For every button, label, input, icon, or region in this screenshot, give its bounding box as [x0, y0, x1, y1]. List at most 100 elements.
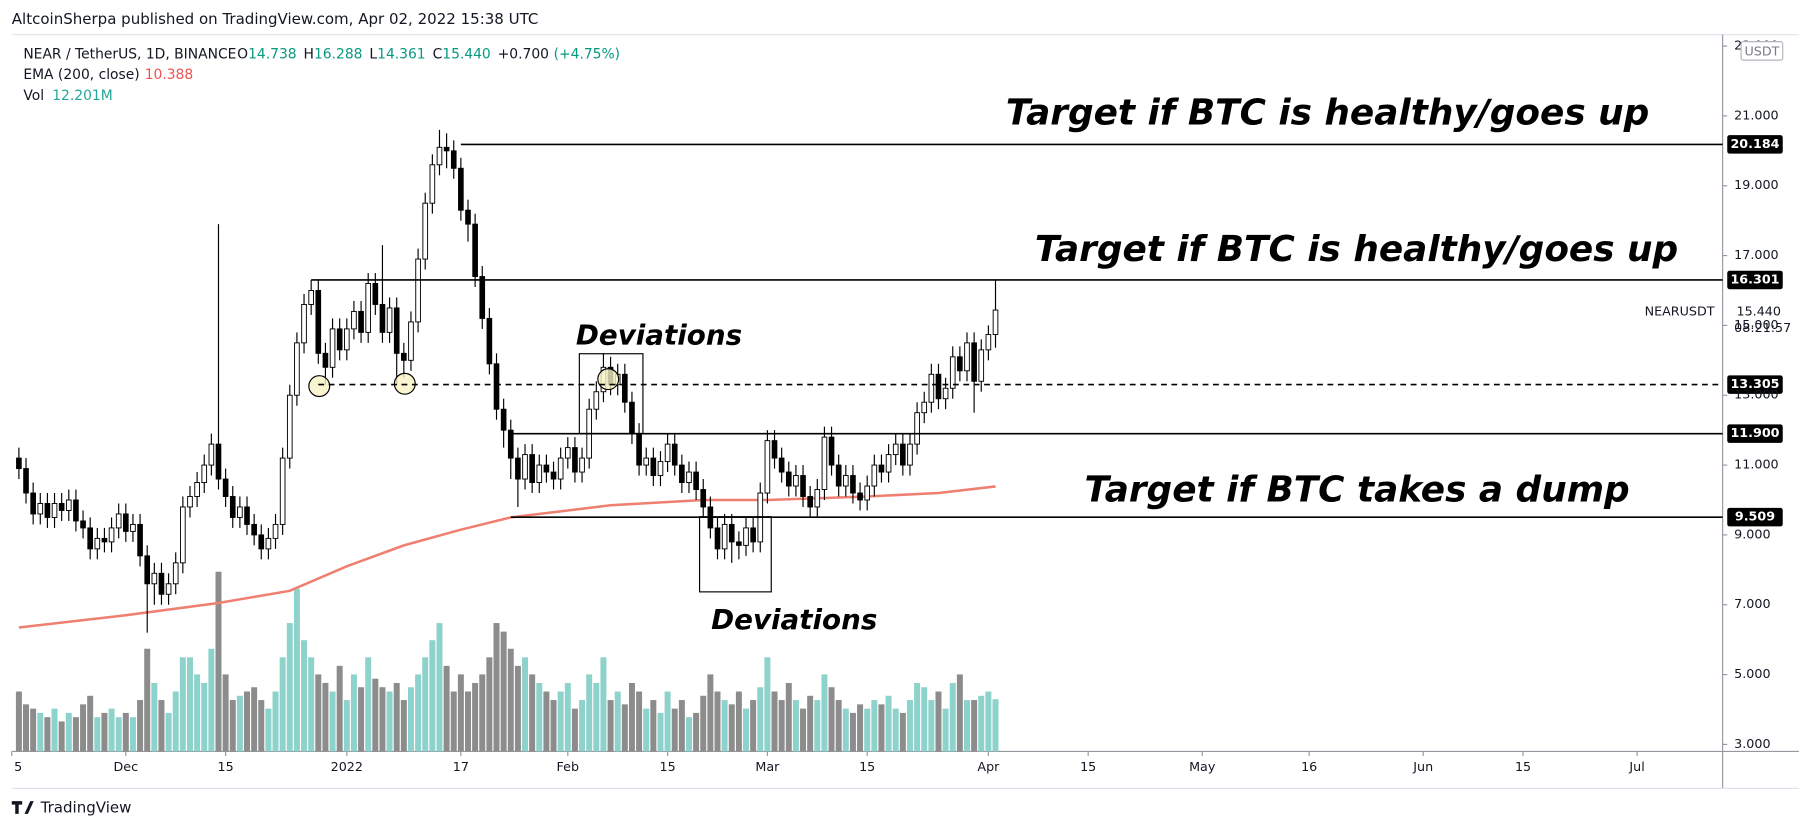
ema-legend-value: 10.388	[145, 67, 194, 83]
volume-bar	[251, 687, 258, 752]
y-tick-label: 5.000	[1734, 666, 1770, 681]
annotation: Target if BTC is healthy/goes up	[1006, 92, 1649, 133]
volume-bar	[814, 700, 821, 752]
volume-bar	[72, 717, 79, 752]
volume-bar	[664, 691, 671, 752]
volume-bar	[386, 691, 393, 752]
currency: USDT	[1744, 44, 1779, 59]
volume-bar	[628, 682, 635, 752]
candle-body	[579, 457, 585, 473]
candle-body	[294, 342, 300, 396]
candle-body	[486, 317, 493, 365]
volume-bar	[942, 708, 949, 752]
volume-bar	[764, 657, 771, 752]
candle-body	[679, 464, 685, 483]
candle-body	[301, 303, 307, 344]
ohlc-value: 14.361	[377, 46, 426, 62]
ohlc-value: 15.440	[442, 46, 491, 62]
volume-bar	[685, 717, 692, 752]
volume-bar	[657, 712, 664, 752]
candle-body	[864, 485, 871, 501]
candle-body	[30, 492, 36, 515]
volume-bar	[186, 657, 193, 752]
candle-body	[130, 523, 136, 532]
candle-body	[664, 443, 671, 463]
volume-bar	[928, 700, 935, 752]
candle-body	[365, 283, 372, 333]
volume-bar	[579, 700, 586, 752]
volume-bar	[315, 674, 322, 752]
candle-body	[222, 478, 229, 497]
volume-bar	[971, 700, 978, 752]
candle-body	[408, 321, 414, 361]
countdown: 08:21:57	[1734, 320, 1791, 335]
volume-bar	[921, 687, 928, 752]
candle-body	[379, 303, 386, 333]
volume-bar	[44, 717, 51, 752]
volume-bar	[194, 674, 201, 752]
volume-bar	[30, 708, 37, 752]
volume-bar	[614, 691, 621, 752]
candle-body	[165, 583, 172, 595]
y-tick-label: 15.000	[1734, 317, 1778, 332]
volume-bar	[122, 712, 129, 752]
level-label-box	[1727, 424, 1783, 443]
candle-body	[557, 457, 564, 480]
x-tick-label: 15	[660, 759, 676, 774]
annotation: Deviations	[711, 603, 877, 636]
x-tick-label: 16	[1301, 759, 1317, 774]
volume-bar	[457, 674, 464, 752]
volume-bar	[842, 708, 849, 752]
volume-bar	[828, 687, 835, 752]
volume-bar	[906, 700, 913, 752]
volume-bar	[465, 691, 471, 752]
volume-bar	[94, 717, 101, 752]
candle-body	[429, 164, 436, 204]
volume-bar	[693, 712, 700, 752]
candle-body	[172, 562, 179, 585]
volume-bar	[165, 712, 172, 752]
ohlc-key: C	[433, 46, 443, 62]
candle-body	[215, 443, 222, 480]
volume-bar	[244, 691, 251, 752]
candle-body	[693, 471, 699, 490]
ohlc-legend: O 14.738 H 16.288 L 14.361 C 15.440 +0.700 (+4.75…	[237, 46, 620, 62]
volume-bar	[201, 682, 208, 752]
volume-bar	[964, 700, 970, 752]
ohlc-key: H	[304, 46, 314, 62]
candle-body	[529, 454, 535, 483]
symbol-label: NEARUSDT	[1645, 304, 1715, 319]
candle-body	[564, 447, 571, 459]
volume-bar	[144, 648, 151, 752]
last-price: 15.440	[1737, 304, 1781, 319]
candle-body	[65, 499, 72, 511]
volume-bar	[771, 691, 778, 752]
y-tick-label: 21.000	[1734, 107, 1778, 122]
volume-bar	[429, 640, 436, 752]
candle-body	[58, 503, 65, 511]
candle-body	[728, 523, 735, 543]
y-tick-label: 11.000	[1734, 457, 1778, 472]
ohlc-value: 14.738	[248, 46, 297, 62]
candle-body	[336, 328, 343, 351]
candle-body	[892, 443, 899, 456]
candle-body	[543, 464, 550, 473]
candle-body	[493, 363, 500, 410]
candle-body	[515, 457, 521, 480]
volume-bar	[735, 691, 742, 752]
candle-body	[73, 499, 79, 522]
y-tick-label: 3.000	[1734, 736, 1770, 751]
volume-bar	[571, 708, 578, 752]
candle-body	[108, 527, 115, 543]
candle-body	[942, 387, 949, 400]
candle-body	[144, 555, 151, 585]
volume-bar	[308, 657, 315, 752]
candle-body	[44, 503, 51, 518]
candle-body	[500, 408, 507, 431]
level-label: 16.301	[1730, 271, 1779, 286]
candle-body	[422, 202, 429, 260]
candle-body	[985, 334, 992, 351]
touch-circle	[597, 368, 620, 391]
candle-body	[158, 572, 165, 595]
x-tick-label: Mar	[755, 759, 780, 774]
